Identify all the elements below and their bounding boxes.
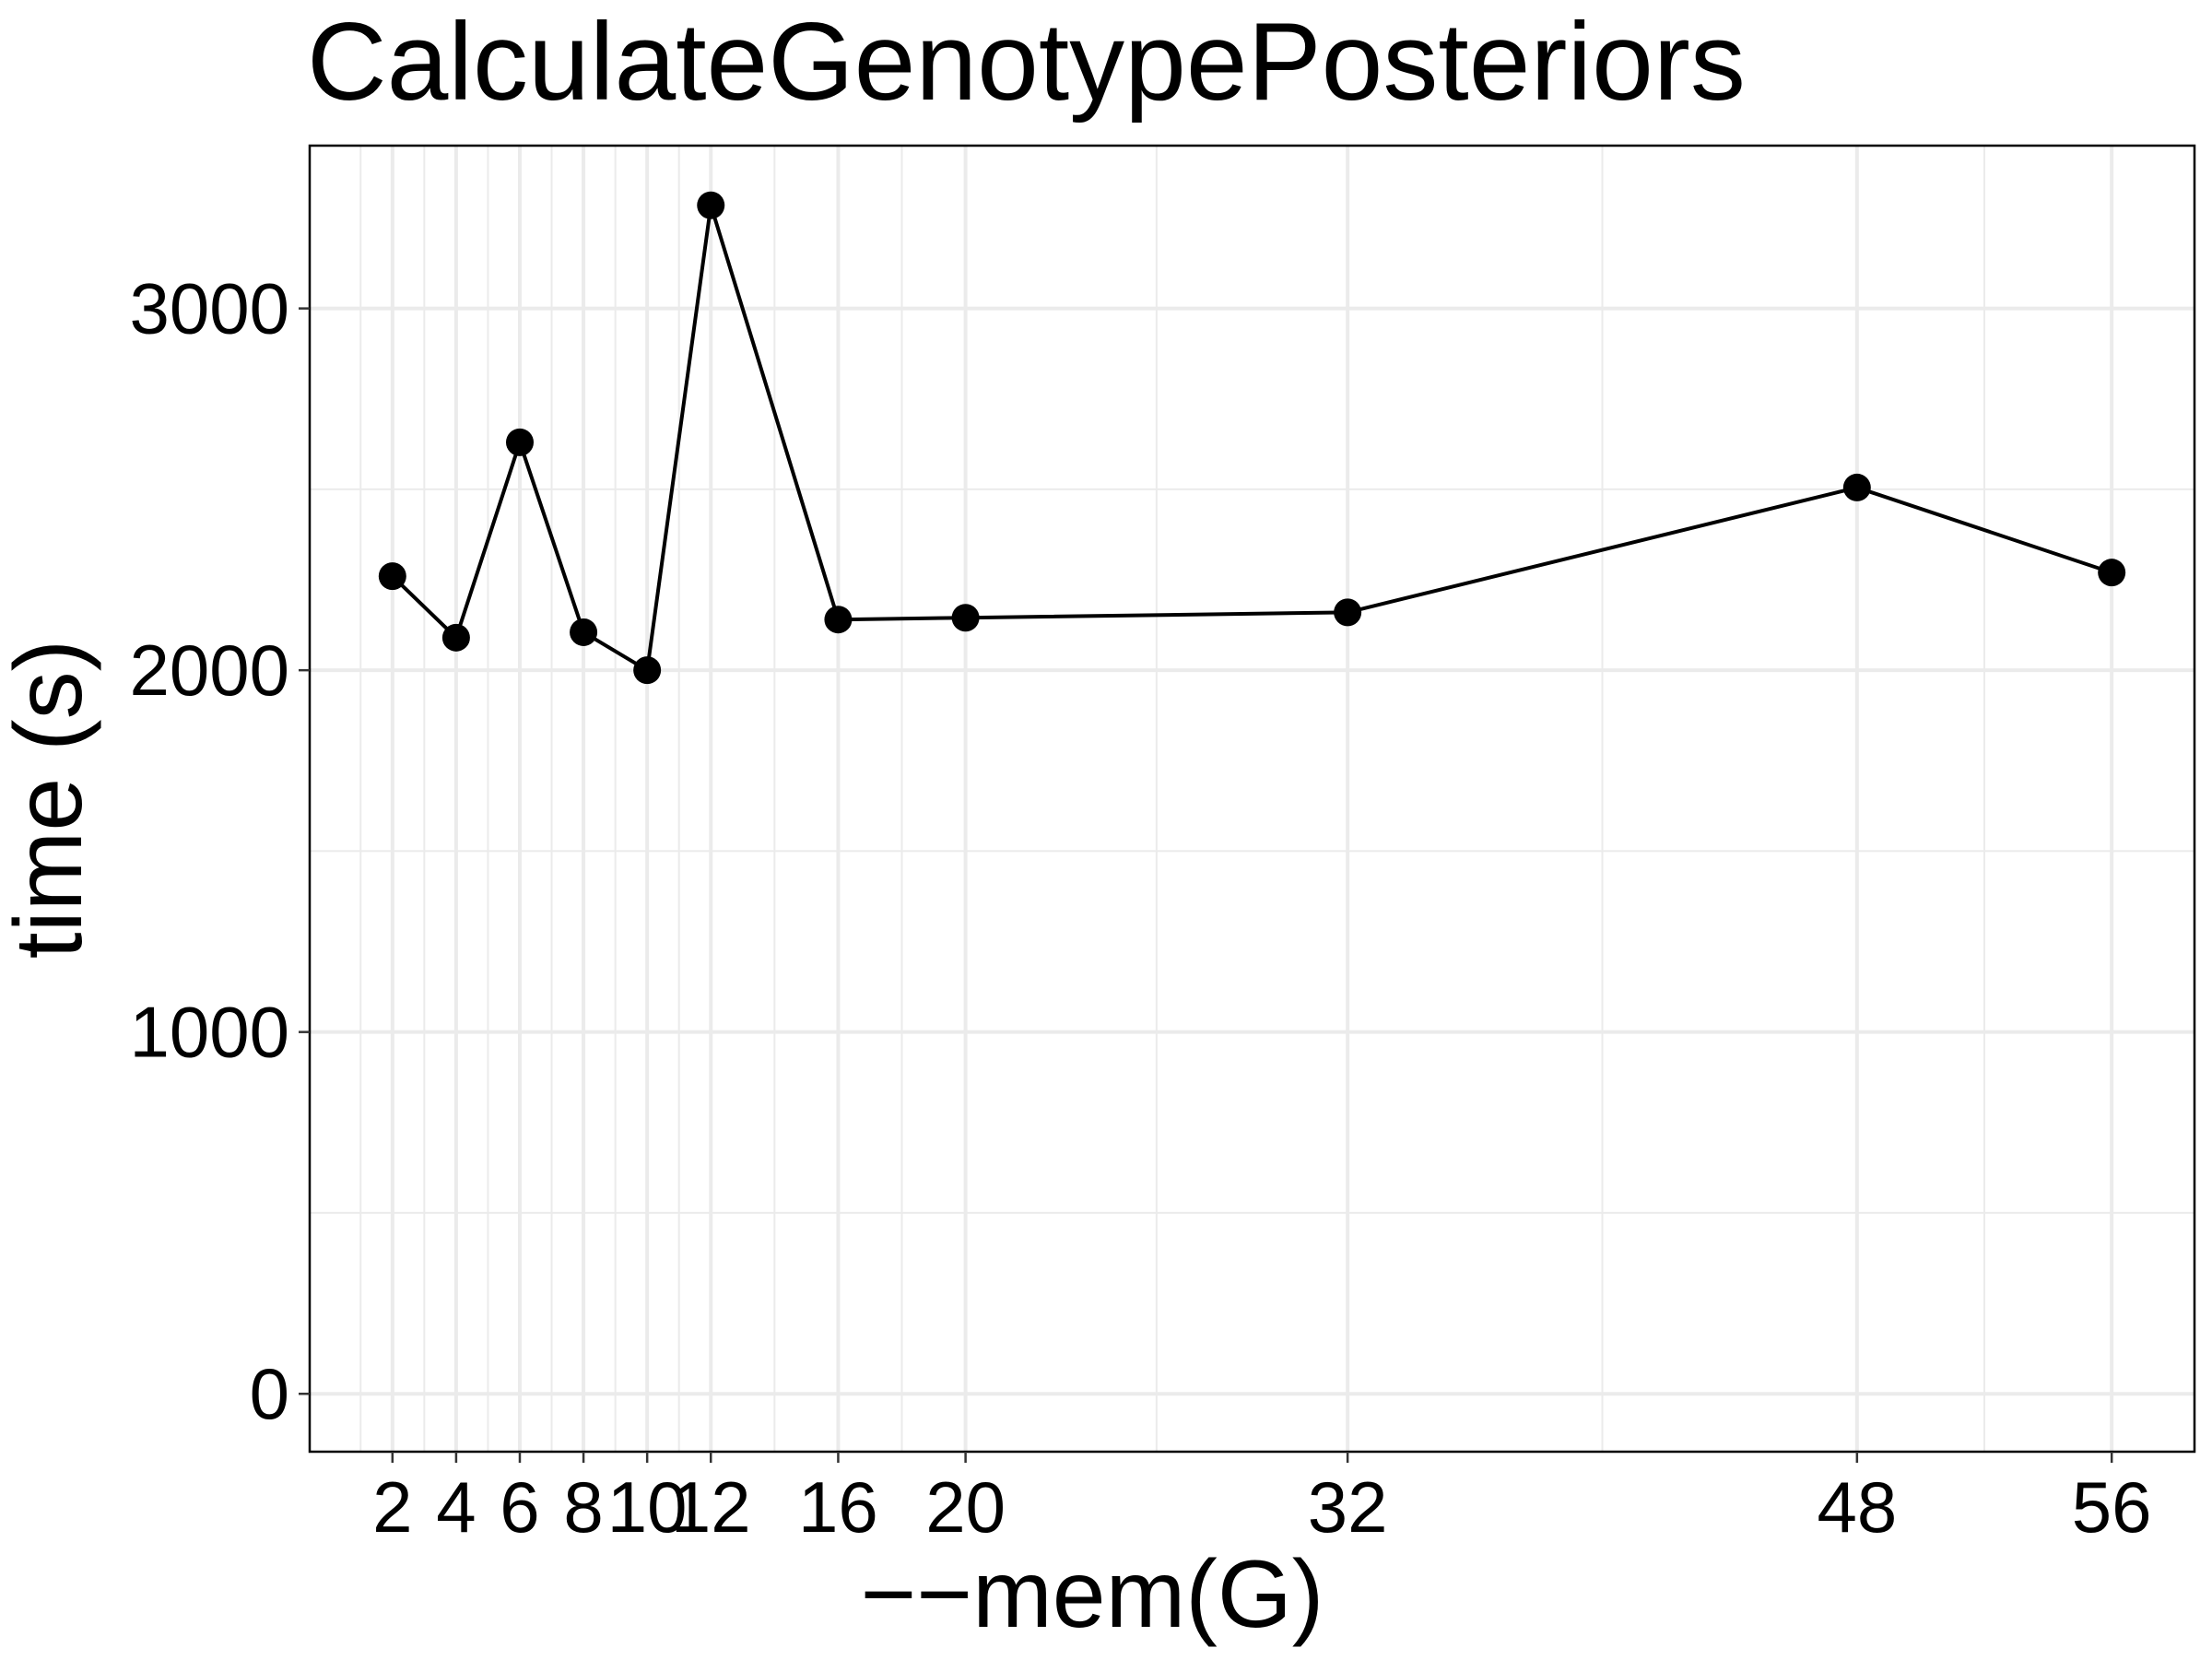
- data-point: [570, 618, 598, 646]
- x-tick-label: 48: [1817, 1466, 1897, 1548]
- series-line: [391, 205, 2112, 674]
- data-point: [505, 428, 534, 456]
- data-point: [951, 604, 980, 632]
- data-point: [824, 606, 853, 634]
- x-tick-label: 32: [1308, 1466, 1388, 1548]
- x-axis-title: −−mem(G): [861, 1541, 1324, 1648]
- data-point: [633, 656, 662, 685]
- grid: [310, 146, 2194, 1452]
- plot-panel-border: [308, 144, 2196, 1454]
- x-tick-label: 10: [607, 1466, 688, 1548]
- data-point: [1334, 598, 1362, 627]
- data-point: [697, 191, 725, 219]
- y-tick-label: 0: [250, 1353, 289, 1434]
- x-tick-label: 20: [925, 1466, 1006, 1548]
- x-tick-label: 12: [671, 1466, 751, 1548]
- x-tick-label: 8: [563, 1466, 603, 1548]
- y-axis: 0 1000 2000 3000: [129, 268, 310, 1434]
- x-tick-label: 4: [436, 1466, 476, 1548]
- data-points: [378, 191, 2126, 685]
- y-tick-label: 2000: [129, 630, 289, 711]
- series-line-group: [391, 205, 2112, 674]
- chart-title: CalculateGenotypePosteriors: [307, 0, 1746, 124]
- x-tick-label: 56: [2072, 1466, 2152, 1548]
- y-tick-label: 3000: [129, 268, 289, 349]
- x-tick-label: 16: [798, 1466, 878, 1548]
- data-point: [2098, 559, 2126, 587]
- x-tick-label: 6: [500, 1466, 539, 1548]
- data-point: [378, 562, 406, 591]
- data-point: [441, 623, 470, 652]
- data-point: [1842, 473, 1871, 501]
- y-axis-title: time (s): [0, 640, 102, 960]
- x-tick-label: 2: [372, 1466, 412, 1548]
- y-tick-label: 1000: [129, 992, 289, 1073]
